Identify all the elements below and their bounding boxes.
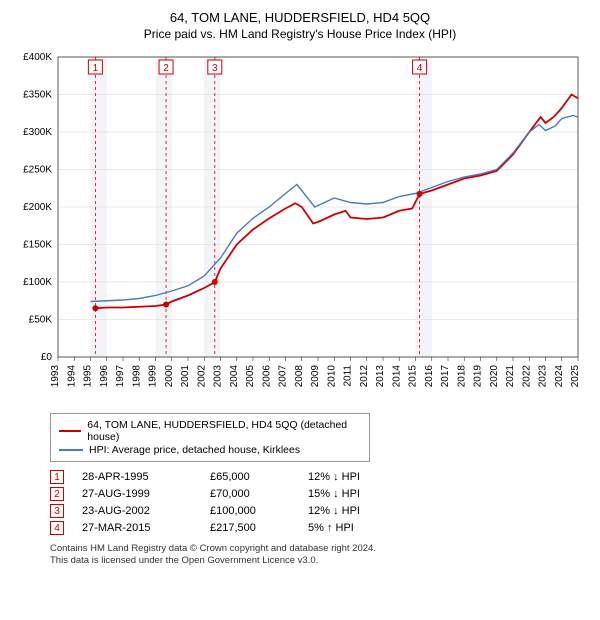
svg-text:2019: 2019: [473, 365, 484, 388]
svg-text:2002: 2002: [196, 365, 207, 388]
event-date: 27-MAR-2015: [82, 522, 192, 534]
svg-text:2003: 2003: [213, 365, 224, 388]
svg-text:2005: 2005: [245, 365, 256, 388]
event-delta: 5% ↑ HPI: [308, 522, 398, 534]
legend-swatch: [59, 430, 81, 432]
svg-text:1999: 1999: [148, 365, 159, 388]
event-row: 2 27-AUG-1999 £70,000 15% ↓ HPI: [50, 487, 588, 501]
svg-text:2004: 2004: [229, 365, 240, 388]
event-price: £217,500: [210, 522, 290, 534]
chart-subtitle: Price paid vs. HM Land Registry's House …: [12, 27, 588, 41]
svg-text:1993: 1993: [50, 365, 61, 388]
svg-text:1998: 1998: [131, 365, 142, 388]
event-date: 23-AUG-2002: [82, 505, 192, 517]
chart-container: 64, TOM LANE, HUDDERSFIELD, HD4 5QQ Pric…: [0, 0, 600, 573]
svg-text:£250K: £250K: [23, 165, 52, 176]
svg-text:£200K: £200K: [23, 202, 52, 213]
svg-text:2018: 2018: [456, 365, 467, 388]
event-delta: 12% ↓ HPI: [308, 505, 398, 517]
footnote: Contains HM Land Registry data © Crown c…: [50, 543, 588, 567]
svg-text:£400K: £400K: [23, 52, 52, 63]
legend-box: 64, TOM LANE, HUDDERSFIELD, HD4 5QQ (det…: [50, 413, 370, 462]
svg-text:£350K: £350K: [23, 90, 52, 101]
legend-item: 64, TOM LANE, HUDDERSFIELD, HD4 5QQ (det…: [59, 419, 361, 443]
svg-text:1994: 1994: [66, 365, 77, 388]
svg-text:2000: 2000: [164, 365, 175, 388]
event-date: 28-APR-1995: [82, 471, 192, 483]
events-table: 1 28-APR-1995 £65,000 12% ↓ HPI 2 27-AUG-1999…: [50, 470, 588, 535]
svg-text:1997: 1997: [115, 365, 126, 388]
event-marker: 3: [50, 504, 64, 518]
svg-text:2007: 2007: [278, 365, 289, 388]
legend-swatch: [59, 449, 83, 451]
svg-text:2006: 2006: [261, 365, 272, 388]
svg-text:£50K: £50K: [29, 315, 53, 326]
svg-text:2010: 2010: [326, 365, 337, 388]
svg-text:2013: 2013: [375, 365, 386, 388]
event-price: £65,000: [210, 471, 290, 483]
svg-text:2020: 2020: [489, 365, 500, 388]
chart-title: 64, TOM LANE, HUDDERSFIELD, HD4 5QQ: [12, 10, 588, 25]
event-row: 3 23-AUG-2002 £100,000 12% ↓ HPI: [50, 504, 588, 518]
event-price: £70,000: [210, 488, 290, 500]
footnote-line: This data is licensed under the Open Gov…: [50, 555, 588, 567]
svg-text:2016: 2016: [424, 365, 435, 388]
svg-text:2023: 2023: [538, 365, 549, 388]
event-marker: 1: [50, 470, 64, 484]
svg-text:£100K: £100K: [23, 277, 52, 288]
svg-text:2025: 2025: [570, 365, 581, 388]
svg-text:1995: 1995: [83, 365, 94, 388]
svg-text:2: 2: [163, 63, 169, 74]
svg-text:2022: 2022: [521, 365, 532, 388]
svg-text:1996: 1996: [99, 365, 110, 388]
svg-text:2021: 2021: [505, 365, 516, 388]
legend-label: HPI: Average price, detached house, Kirk…: [89, 444, 300, 456]
line-chart-svg: £0 £50K £100K £150K £200K £250K £300K £350K £400…: [12, 47, 588, 407]
svg-text:2014: 2014: [391, 365, 402, 388]
event-row: 1 28-APR-1995 £65,000 12% ↓ HPI: [50, 470, 588, 484]
event-marker: 4: [50, 521, 64, 535]
legend-label: 64, TOM LANE, HUDDERSFIELD, HD4 5QQ (det…: [87, 419, 361, 443]
chart-plot: £0 £50K £100K £150K £200K £250K £300K £350K £400…: [12, 47, 588, 407]
svg-text:2017: 2017: [440, 365, 451, 388]
svg-text:2001: 2001: [180, 365, 191, 388]
svg-text:3: 3: [212, 63, 218, 74]
svg-text:4: 4: [417, 63, 423, 74]
svg-text:2011: 2011: [343, 365, 354, 387]
svg-text:2024: 2024: [554, 365, 565, 388]
event-price: £100,000: [210, 505, 290, 517]
svg-text:£150K: £150K: [23, 240, 52, 251]
footnote-line: Contains HM Land Registry data © Crown c…: [50, 543, 588, 555]
event-delta: 15% ↓ HPI: [308, 488, 398, 500]
svg-text:£300K: £300K: [23, 127, 52, 138]
legend-item: HPI: Average price, detached house, Kirk…: [59, 444, 361, 456]
svg-text:2012: 2012: [359, 365, 370, 388]
svg-text:2009: 2009: [310, 365, 321, 388]
event-marker: 2: [50, 487, 64, 501]
event-date: 27-AUG-1999: [82, 488, 192, 500]
svg-text:2015: 2015: [408, 365, 419, 388]
svg-text:2008: 2008: [294, 365, 305, 388]
event-delta: 12% ↓ HPI: [308, 471, 398, 483]
event-row: 4 27-MAR-2015 £217,500 5% ↑ HPI: [50, 521, 588, 535]
svg-text:£0: £0: [41, 352, 53, 363]
svg-text:1: 1: [93, 63, 99, 74]
